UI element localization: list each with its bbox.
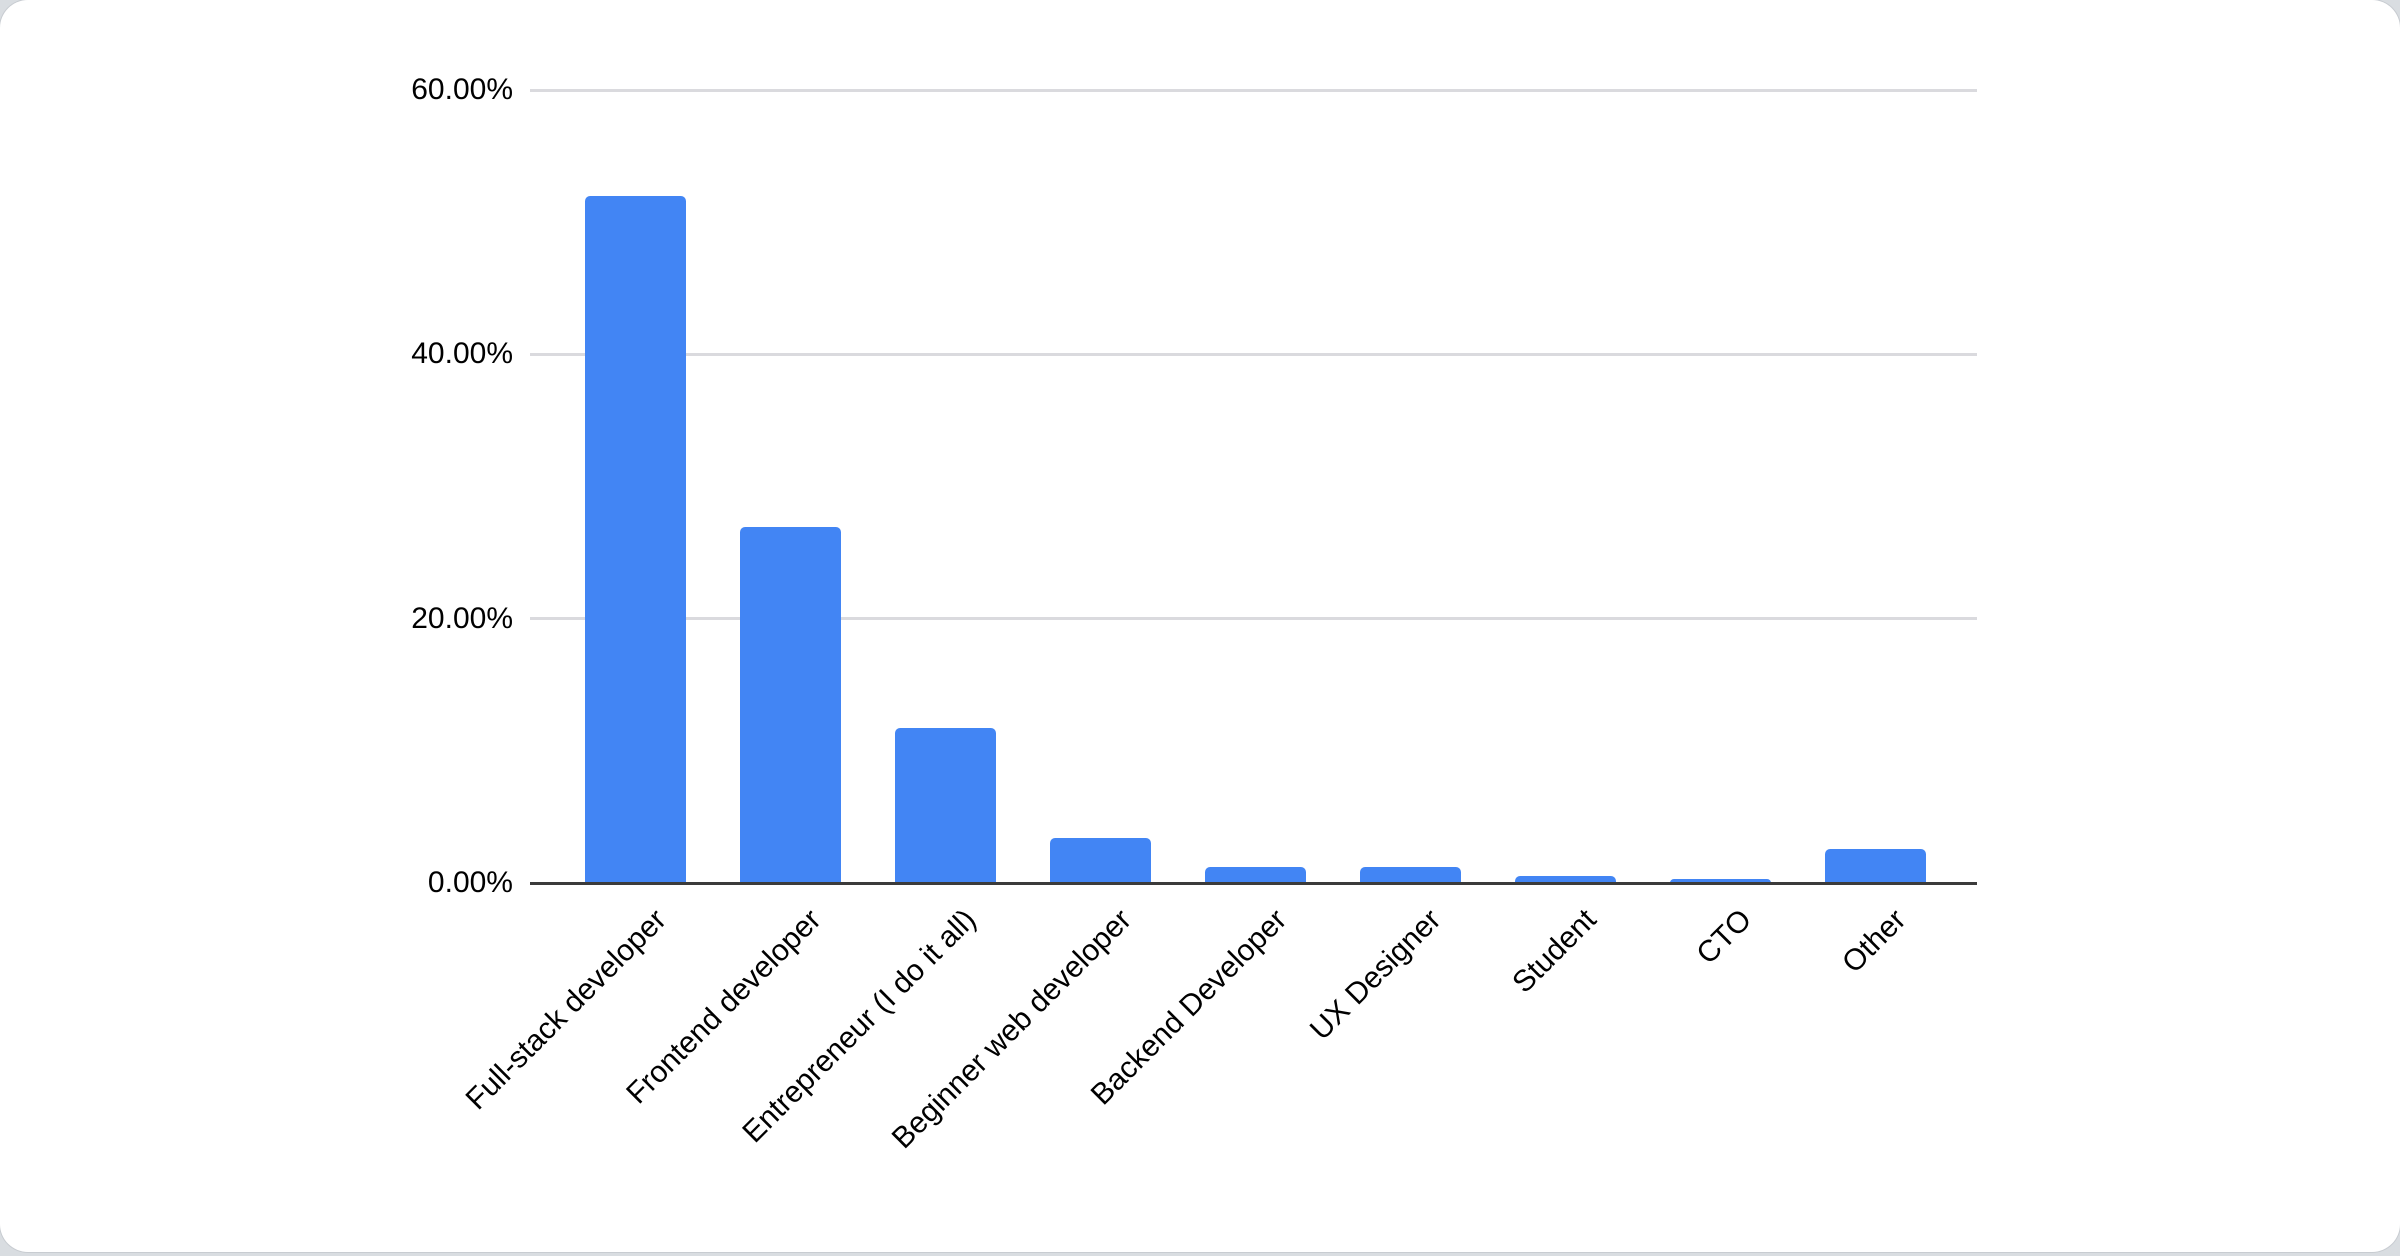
x-axis-category-label: Other [1836, 903, 1913, 980]
x-axis-category-label: CTO [1690, 903, 1758, 971]
gridline [530, 88, 1977, 92]
bar-frontend-developer[interactable] [740, 527, 841, 883]
y-axis-tick-label: 20.00% [411, 601, 513, 635]
y-axis-tick-label: 60.00% [411, 73, 513, 106]
bar-beginner-web-developer[interactable] [1050, 838, 1151, 883]
x-axis-category-label: UX Designer [1304, 903, 1448, 1047]
bar-full-stack-developer[interactable] [585, 195, 686, 883]
bar-student[interactable] [1515, 876, 1616, 883]
bar-entrepreneur-i-do-it-all[interactable] [895, 728, 996, 883]
x-axis-category-label: Student [1506, 903, 1603, 1000]
bar-ux-designer[interactable] [1360, 867, 1461, 883]
x-axis-line [530, 881, 1977, 885]
bar-backend-developer[interactable] [1205, 867, 1306, 883]
bar-other[interactable] [1825, 848, 1926, 883]
y-axis-tick-label: 0.00% [427, 866, 513, 899]
y-axis-tick-label: 40.00% [411, 337, 513, 371]
gridline [530, 352, 1977, 356]
bar-cto[interactable] [1670, 879, 1771, 883]
gridline [530, 617, 1977, 621]
